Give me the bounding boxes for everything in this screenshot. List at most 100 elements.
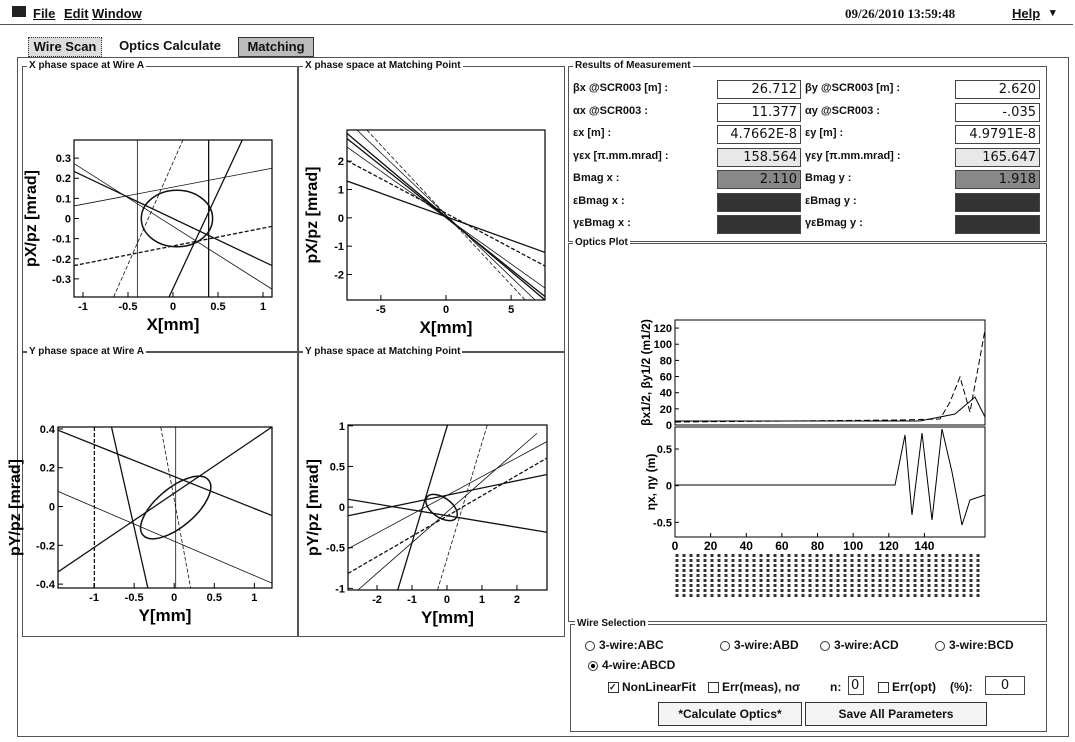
phase-line bbox=[74, 167, 272, 207]
checkbox[interactable] bbox=[878, 682, 889, 693]
n-input[interactable]: 0 bbox=[848, 676, 864, 695]
y-tick-label: 0.5 bbox=[330, 461, 345, 473]
plot-curves bbox=[348, 425, 547, 590]
radio[interactable] bbox=[588, 661, 598, 671]
y-tick-label: 0 bbox=[666, 481, 672, 493]
phase-line bbox=[74, 163, 272, 290]
y-tick-label: 1 bbox=[339, 421, 345, 433]
y-tick-label: -0.1 bbox=[52, 234, 71, 246]
group-title: X phase space at Wire A bbox=[27, 60, 147, 71]
y-tick-label: 100 bbox=[654, 339, 672, 351]
result-label: γεy [π.mm.mrad] : bbox=[805, 149, 901, 162]
y-tick-label: -1 bbox=[335, 583, 345, 595]
plot-frame: X phase space at Wire A bbox=[22, 60, 298, 352]
tab[interactable]: Matching bbox=[238, 37, 314, 57]
y-tick-label: -0.2 bbox=[52, 254, 71, 266]
x-tick-label: 0.5 bbox=[207, 592, 222, 604]
menu-item[interactable]: Edit bbox=[64, 6, 89, 21]
phase-line bbox=[58, 427, 272, 573]
y-axis-label: βx1/2, βy1/2 (m1/2) bbox=[639, 319, 653, 426]
result-value bbox=[955, 192, 1040, 212]
x-tick-label: -1 bbox=[78, 301, 88, 313]
phase-line bbox=[348, 498, 547, 533]
phase-line bbox=[58, 491, 272, 584]
result-label: βy @SCR003 [m] : bbox=[805, 82, 901, 94]
checkbox-label[interactable]: Err(opt) bbox=[892, 680, 936, 694]
y-tick-label: -0.5 bbox=[653, 517, 672, 529]
result-value: 1.918 bbox=[955, 170, 1040, 189]
y-axis-label: pX/pz [mrad] bbox=[304, 167, 321, 264]
opt-input[interactable]: 0 bbox=[985, 676, 1025, 695]
phase-line bbox=[160, 427, 192, 588]
x-tick-label: -1 bbox=[407, 594, 417, 606]
x-tick-label: 80 bbox=[811, 539, 825, 553]
checkbox-label[interactable]: NonLinearFit bbox=[622, 680, 696, 694]
phase-line bbox=[437, 425, 488, 590]
x-tick-label: 40 bbox=[740, 539, 754, 553]
plot-frame: Y phase space at Matching Point bbox=[298, 346, 565, 637]
radio[interactable] bbox=[820, 641, 830, 651]
x-tick-label: 0 bbox=[672, 539, 679, 553]
x-axis-label: Y[mm] bbox=[139, 606, 192, 625]
group-title: X phase space at Matching Point bbox=[303, 60, 463, 71]
radio[interactable] bbox=[935, 641, 945, 651]
y-tick-label: 120 bbox=[654, 323, 672, 335]
group-title: Wire Selection bbox=[575, 618, 648, 629]
x-tick-label: 120 bbox=[879, 539, 899, 553]
optics-panel: Optics Plot bbox=[568, 237, 1047, 622]
tab-active[interactable]: Optics Calculate bbox=[119, 38, 221, 53]
radio-label[interactable]: 3-wire:ABD bbox=[734, 638, 799, 652]
plot-curves bbox=[58, 427, 272, 588]
radio[interactable] bbox=[585, 641, 595, 651]
result-label: γεBmag y : bbox=[805, 217, 863, 229]
x-tick-label: -2 bbox=[372, 594, 382, 606]
y-tick-label: -0.5 bbox=[326, 543, 345, 555]
x-axis-label: X[mm] bbox=[147, 315, 200, 334]
app-icon bbox=[12, 6, 26, 17]
y-tick-label: -0.2 bbox=[36, 540, 55, 552]
group-title: Y phase space at Wire A bbox=[27, 346, 146, 357]
phase-line bbox=[58, 429, 272, 517]
result-value: 2.620 bbox=[955, 80, 1040, 99]
menu-separator bbox=[0, 24, 1073, 25]
phase-line bbox=[357, 432, 538, 590]
optics-bottom-area bbox=[674, 426, 986, 538]
result-value bbox=[717, 192, 801, 212]
main-panel bbox=[17, 57, 1069, 737]
radio-label[interactable]: 3-wire:ABC bbox=[599, 638, 664, 652]
y-tick-label: 20 bbox=[660, 404, 672, 416]
radio[interactable] bbox=[720, 641, 730, 651]
button[interactable]: *Calculate Optics* bbox=[658, 702, 802, 726]
checkbox-label[interactable]: Err(meas), nσ bbox=[722, 680, 801, 694]
result-label: Bmag y : bbox=[805, 172, 852, 184]
result-label: αx @SCR003 : bbox=[573, 104, 648, 117]
menu-item[interactable]: File bbox=[33, 6, 56, 21]
menu-item[interactable]: Window bbox=[92, 6, 142, 21]
results-panel: Results of Measurement bbox=[568, 60, 1047, 242]
y-tick-label: 80 bbox=[660, 355, 672, 367]
x-tick-label: 1 bbox=[479, 594, 485, 606]
phase-line bbox=[74, 225, 272, 267]
result-label: εBmag x : bbox=[573, 194, 625, 207]
phase-line bbox=[113, 140, 184, 297]
radio-label[interactable]: 4-wire:ABCD bbox=[602, 658, 676, 672]
checkbox[interactable] bbox=[708, 682, 719, 693]
help-menu[interactable]: Help bbox=[1012, 6, 1041, 21]
y-tick-label: 0.4 bbox=[40, 424, 56, 436]
phase-ellipse bbox=[140, 189, 214, 248]
result-value: 2.110 bbox=[717, 170, 801, 189]
group-title: Results of Measurement bbox=[573, 60, 693, 71]
radio-label[interactable]: 3-wire:BCD bbox=[949, 638, 1014, 652]
result-label: γεx [π.mm.mrad] : bbox=[573, 149, 669, 162]
tab[interactable]: Wire Scan bbox=[28, 37, 102, 57]
phase-line bbox=[348, 441, 547, 550]
y-axis-label: pX/pz [mrad] bbox=[23, 170, 40, 267]
radio-label[interactable]: 3-wire:ACD bbox=[834, 638, 899, 652]
checkbox[interactable]: ✓ bbox=[608, 682, 619, 693]
result-label: εy [m] : bbox=[805, 127, 844, 139]
y-tick-label: 0.2 bbox=[40, 463, 55, 475]
result-value: -.035 bbox=[955, 102, 1040, 122]
phase-line bbox=[366, 130, 526, 300]
y-tick-label: 0 bbox=[49, 502, 55, 514]
button[interactable]: Save All Parameters bbox=[805, 702, 987, 726]
